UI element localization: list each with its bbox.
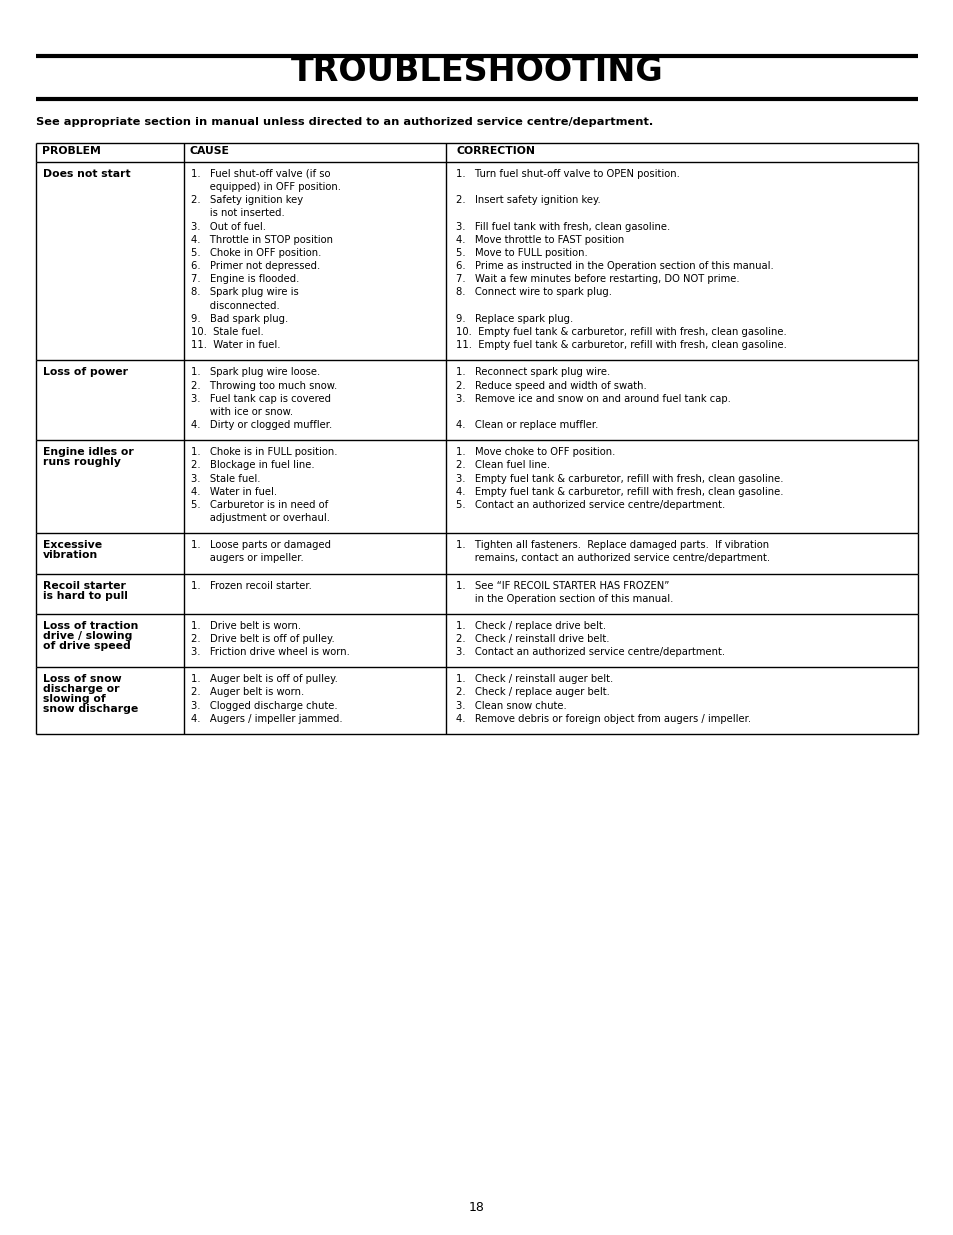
Text: 18: 18 — [469, 1202, 484, 1214]
Text: 1.   Check / replace drive belt.: 1. Check / replace drive belt. — [456, 621, 605, 631]
Text: 3.   Empty fuel tank & carburetor, refill with fresh, clean gasoline.: 3. Empty fuel tank & carburetor, refill … — [456, 473, 782, 484]
Text: 4.   Water in fuel.: 4. Water in fuel. — [191, 487, 276, 496]
Text: 1.   Check / reinstall auger belt.: 1. Check / reinstall auger belt. — [456, 674, 613, 684]
Text: 1.   Drive belt is worn.: 1. Drive belt is worn. — [191, 621, 300, 631]
Text: Excessive
vibration: Excessive vibration — [43, 540, 102, 561]
Text: 1.   Loose parts or damaged: 1. Loose parts or damaged — [191, 540, 331, 551]
Text: 1.   Tighten all fasteners.  Replace damaged parts.  If vibration: 1. Tighten all fasteners. Replace damage… — [456, 540, 768, 551]
Text: 10.  Stale fuel.: 10. Stale fuel. — [191, 327, 263, 337]
Text: Loss of traction
drive / slowing
of drive speed: Loss of traction drive / slowing of driv… — [43, 621, 138, 651]
Text: See appropriate section in manual unless directed to an authorized service centr: See appropriate section in manual unless… — [36, 117, 653, 127]
Text: 1.   Choke is in FULL position.: 1. Choke is in FULL position. — [191, 447, 337, 457]
Text: 3.   Clean snow chute.: 3. Clean snow chute. — [456, 700, 566, 710]
Text: 3.   Fuel tank cap is covered: 3. Fuel tank cap is covered — [191, 394, 331, 404]
Text: 7.   Wait a few minutes before restarting, DO NOT prime.: 7. Wait a few minutes before restarting,… — [456, 274, 739, 284]
Text: Engine idles or
runs roughly: Engine idles or runs roughly — [43, 447, 133, 467]
Text: 4.   Empty fuel tank & carburetor, refill with fresh, clean gasoline.: 4. Empty fuel tank & carburetor, refill … — [456, 487, 782, 496]
Text: 3.   Fill fuel tank with fresh, clean gasoline.: 3. Fill fuel tank with fresh, clean gaso… — [456, 221, 670, 231]
Text: 3.   Contact an authorized service centre/department.: 3. Contact an authorized service centre/… — [456, 647, 724, 657]
Text: 4.   Remove debris or foreign object from augers / impeller.: 4. Remove debris or foreign object from … — [456, 714, 750, 724]
Text: 2.   Drive belt is off of pulley.: 2. Drive belt is off of pulley. — [191, 634, 335, 643]
Text: 8.   Connect wire to spark plug.: 8. Connect wire to spark plug. — [456, 288, 612, 298]
Text: 4.   Augers / impeller jammed.: 4. Augers / impeller jammed. — [191, 714, 342, 724]
Text: Loss of power: Loss of power — [43, 367, 128, 378]
Text: CORRECTION: CORRECTION — [456, 146, 535, 157]
Text: Loss of snow
discharge or
slowing of
snow discharge: Loss of snow discharge or slowing of sno… — [43, 674, 138, 714]
Text: 2.   Reduce speed and width of swath.: 2. Reduce speed and width of swath. — [456, 380, 646, 390]
Text: with ice or snow.: with ice or snow. — [191, 406, 293, 417]
Text: 1.   Reconnect spark plug wire.: 1. Reconnect spark plug wire. — [456, 367, 610, 378]
Text: 11.  Water in fuel.: 11. Water in fuel. — [191, 341, 280, 351]
Text: disconnected.: disconnected. — [191, 300, 279, 311]
Text: 6.   Primer not depressed.: 6. Primer not depressed. — [191, 261, 319, 272]
Text: in the Operation section of this manual.: in the Operation section of this manual. — [456, 594, 673, 604]
Text: 2.   Throwing too much snow.: 2. Throwing too much snow. — [191, 380, 336, 390]
Text: 5.   Carburetor is in need of: 5. Carburetor is in need of — [191, 500, 328, 510]
Text: 1.   Spark plug wire loose.: 1. Spark plug wire loose. — [191, 367, 319, 378]
Text: CAUSE: CAUSE — [190, 146, 230, 157]
Text: 3.   Remove ice and snow on and around fuel tank cap.: 3. Remove ice and snow on and around fue… — [456, 394, 730, 404]
Text: PROBLEM: PROBLEM — [42, 146, 101, 157]
Text: is not inserted.: is not inserted. — [191, 209, 284, 219]
Text: 1.   Auger belt is off of pulley.: 1. Auger belt is off of pulley. — [191, 674, 337, 684]
Text: 5.   Choke in OFF position.: 5. Choke in OFF position. — [191, 248, 321, 258]
Text: 8.   Spark plug wire is: 8. Spark plug wire is — [191, 288, 298, 298]
Text: 1.   Fuel shut-off valve (if so: 1. Fuel shut-off valve (if so — [191, 169, 330, 179]
Text: 2.   Check / replace auger belt.: 2. Check / replace auger belt. — [456, 688, 609, 698]
Text: 2.   Safety ignition key: 2. Safety ignition key — [191, 195, 303, 205]
Text: 3.   Stale fuel.: 3. Stale fuel. — [191, 473, 260, 484]
Text: 10.  Empty fuel tank & carburetor, refill with fresh, clean gasoline.: 10. Empty fuel tank & carburetor, refill… — [456, 327, 786, 337]
Text: 7.   Engine is flooded.: 7. Engine is flooded. — [191, 274, 299, 284]
Text: 9.   Bad spark plug.: 9. Bad spark plug. — [191, 314, 288, 324]
Text: 3.   Out of fuel.: 3. Out of fuel. — [191, 221, 266, 231]
Text: remains, contact an authorized service centre/department.: remains, contact an authorized service c… — [456, 553, 769, 563]
Text: 1.   See “IF RECOIL STARTER HAS FROZEN”: 1. See “IF RECOIL STARTER HAS FROZEN” — [456, 580, 669, 590]
Text: 1.   Move choke to OFF position.: 1. Move choke to OFF position. — [456, 447, 615, 457]
Text: equipped) in OFF position.: equipped) in OFF position. — [191, 182, 340, 191]
Text: 5.   Contact an authorized service centre/department.: 5. Contact an authorized service centre/… — [456, 500, 724, 510]
Text: 4.   Clean or replace muffler.: 4. Clean or replace muffler. — [456, 420, 598, 430]
Text: 5.   Move to FULL position.: 5. Move to FULL position. — [456, 248, 587, 258]
Text: 9.   Replace spark plug.: 9. Replace spark plug. — [456, 314, 573, 324]
Text: 2.   Clean fuel line.: 2. Clean fuel line. — [456, 461, 550, 471]
Text: TROUBLESHOOTING: TROUBLESHOOTING — [291, 54, 662, 88]
Text: Recoil starter
is hard to pull: Recoil starter is hard to pull — [43, 580, 128, 600]
Text: 6.   Prime as instructed in the Operation section of this manual.: 6. Prime as instructed in the Operation … — [456, 261, 773, 272]
Text: 3.   Clogged discharge chute.: 3. Clogged discharge chute. — [191, 700, 337, 710]
Text: 3.   Friction drive wheel is worn.: 3. Friction drive wheel is worn. — [191, 647, 350, 657]
Text: 11.  Empty fuel tank & carburetor, refill with fresh, clean gasoline.: 11. Empty fuel tank & carburetor, refill… — [456, 341, 786, 351]
Text: 4.   Move throttle to FAST position: 4. Move throttle to FAST position — [456, 235, 623, 245]
Text: 2.   Blockage in fuel line.: 2. Blockage in fuel line. — [191, 461, 314, 471]
Text: 4.   Throttle in STOP position: 4. Throttle in STOP position — [191, 235, 333, 245]
Text: 4.   Dirty or clogged muffler.: 4. Dirty or clogged muffler. — [191, 420, 332, 430]
Text: 1.   Turn fuel shut-off valve to OPEN position.: 1. Turn fuel shut-off valve to OPEN posi… — [456, 169, 679, 179]
Text: Does not start: Does not start — [43, 169, 131, 179]
Text: 1.   Frozen recoil starter.: 1. Frozen recoil starter. — [191, 580, 312, 590]
Text: 2.   Auger belt is worn.: 2. Auger belt is worn. — [191, 688, 304, 698]
Text: 2.   Insert safety ignition key.: 2. Insert safety ignition key. — [456, 195, 600, 205]
Text: 2.   Check / reinstall drive belt.: 2. Check / reinstall drive belt. — [456, 634, 609, 643]
Text: adjustment or overhaul.: adjustment or overhaul. — [191, 514, 330, 524]
Text: augers or impeller.: augers or impeller. — [191, 553, 303, 563]
